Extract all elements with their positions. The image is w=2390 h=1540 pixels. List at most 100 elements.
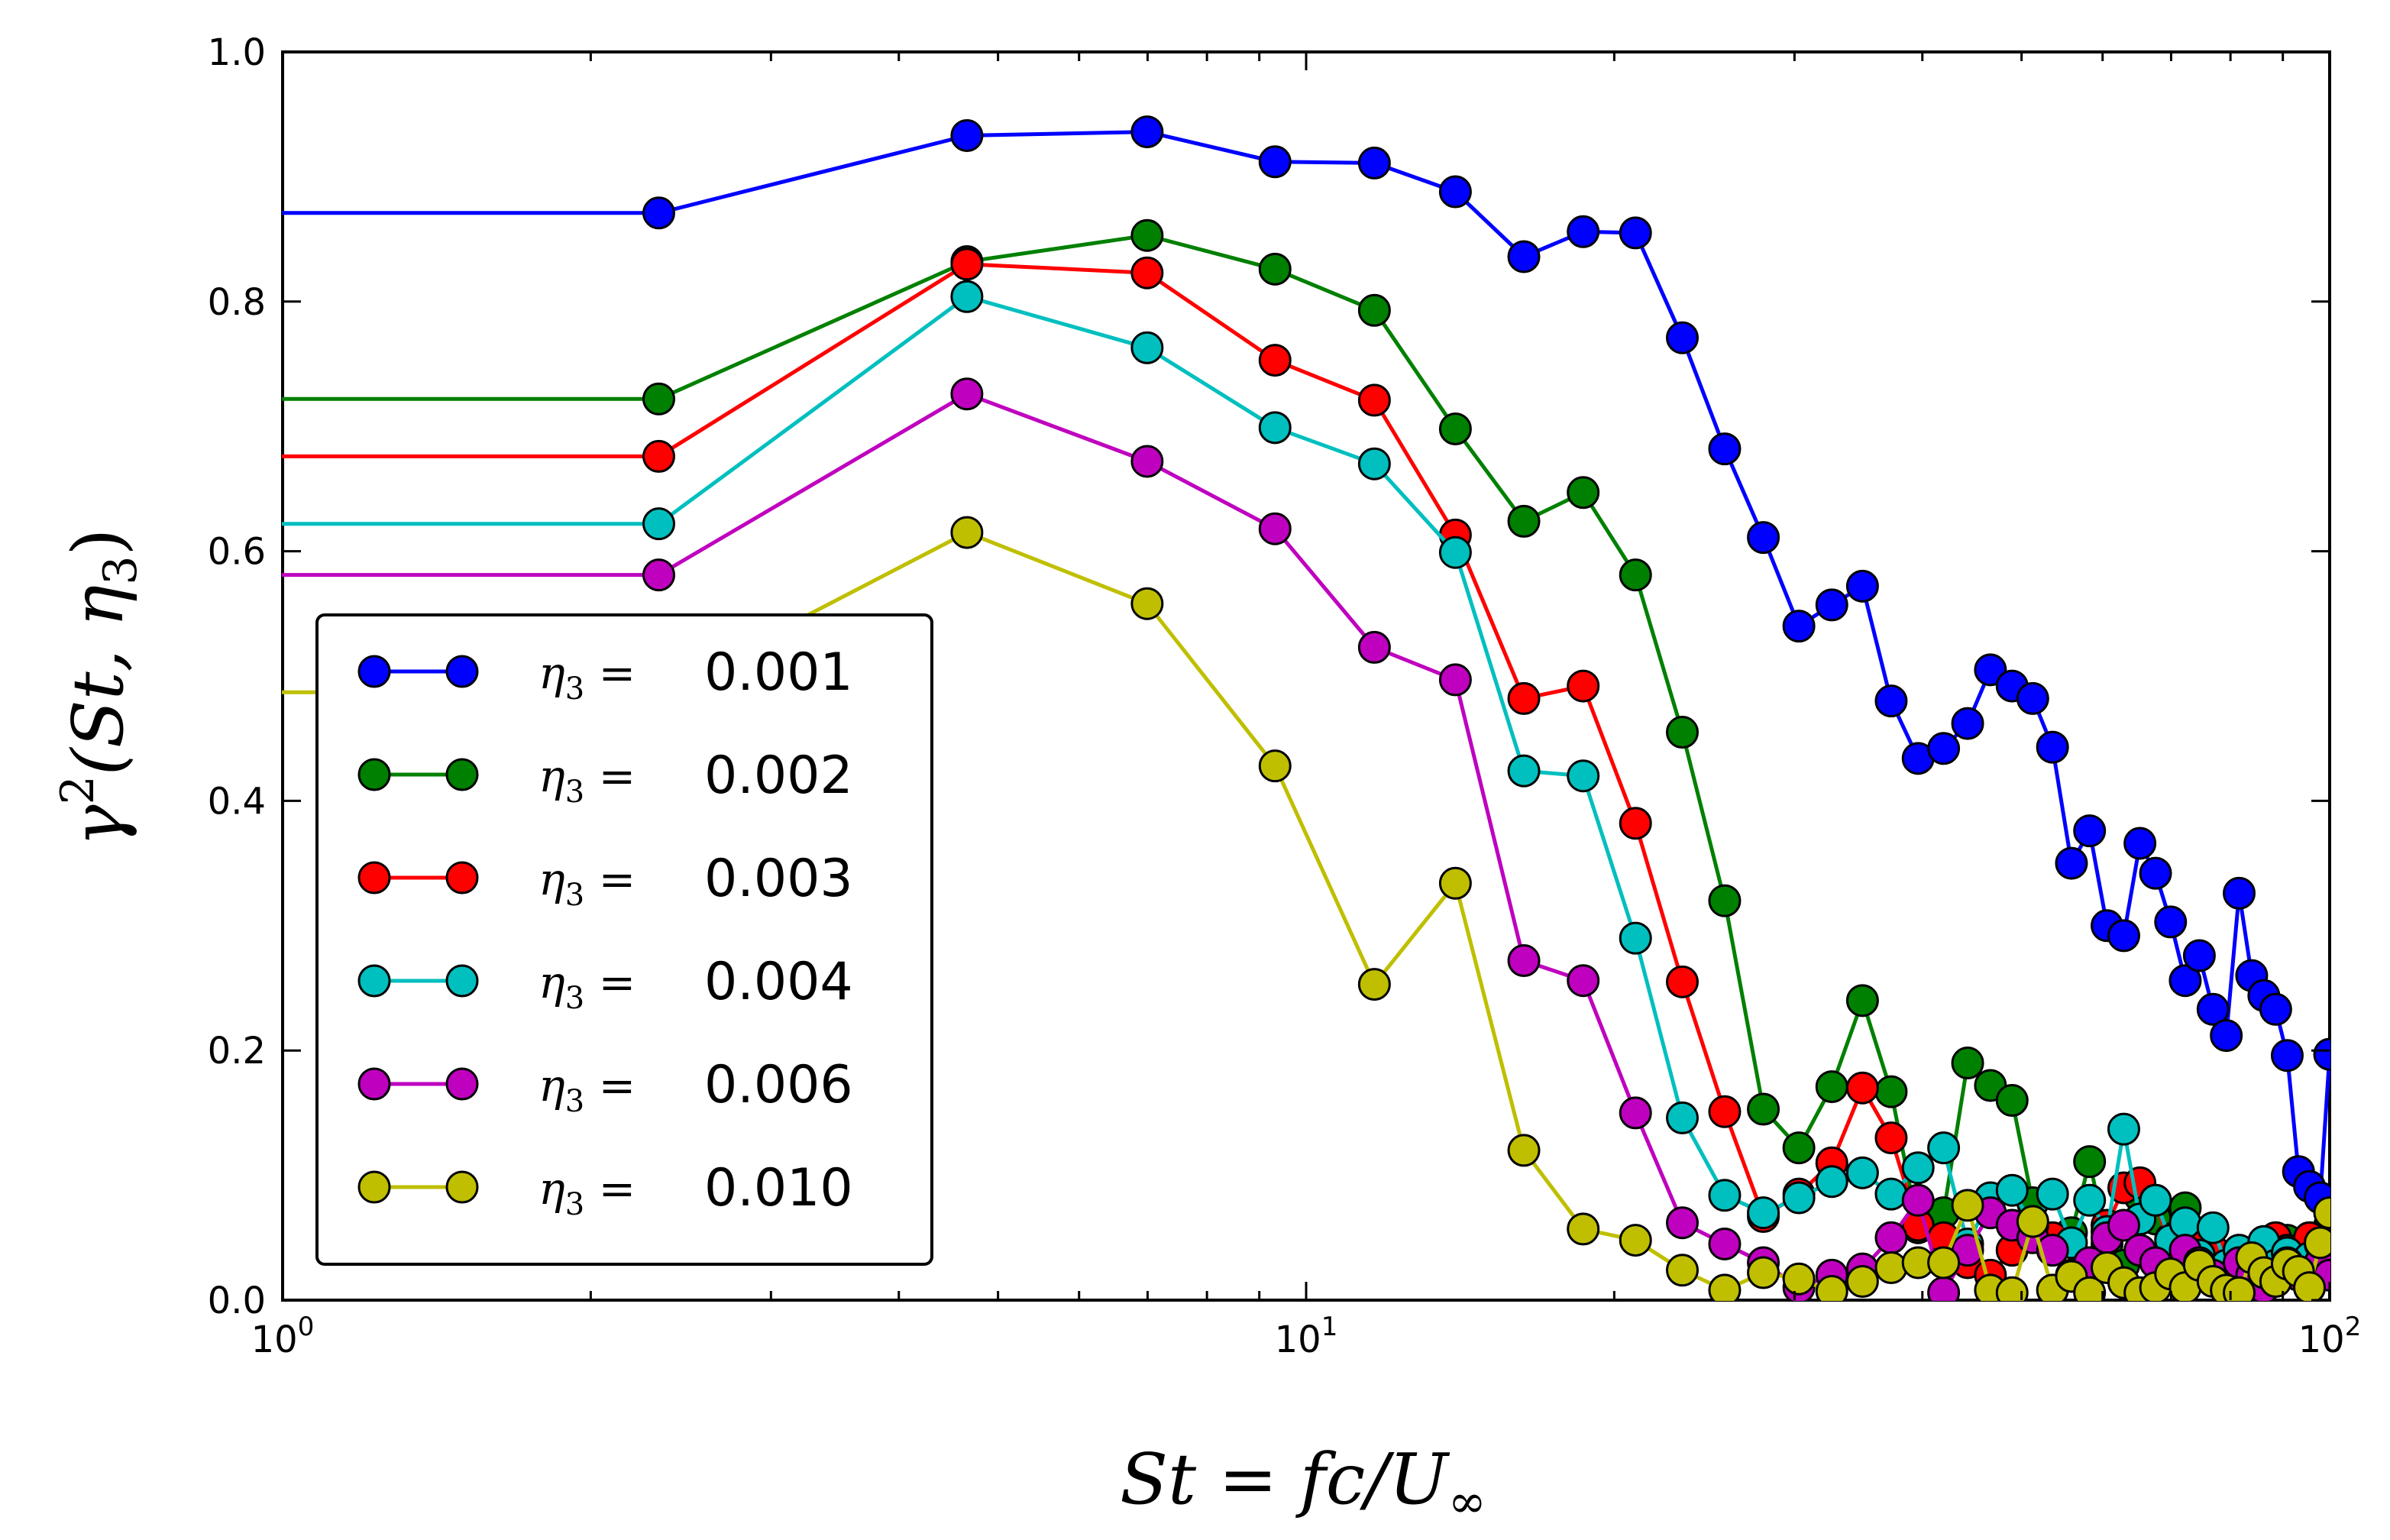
data-point — [1666, 716, 1700, 749]
data-point — [1815, 588, 1848, 622]
data-point — [1258, 252, 1292, 286]
data-point — [1438, 535, 1472, 569]
data-point — [1507, 1134, 1541, 1167]
data-point — [1130, 587, 1164, 620]
data-point — [2036, 1177, 2069, 1211]
data-point — [950, 118, 984, 152]
data-point — [2210, 1019, 2243, 1053]
data-point — [1708, 1227, 1742, 1260]
data-point — [1357, 383, 1391, 417]
legend-label: 0.003 — [704, 849, 853, 909]
data-point — [1874, 1121, 1908, 1155]
data-point — [1782, 1131, 1816, 1165]
data-point — [1619, 1224, 1652, 1257]
data-point — [1782, 610, 1816, 643]
data-point — [1815, 1165, 1848, 1199]
legend-symbol: η3 = — [538, 853, 636, 913]
data-point — [1951, 1189, 1984, 1222]
data-point — [1845, 569, 1879, 603]
data-point — [2313, 1196, 2330, 1230]
data-point — [2182, 939, 2216, 972]
data-point — [950, 377, 984, 411]
legend-marker — [357, 964, 391, 998]
data-point — [1507, 754, 1541, 788]
data-point — [1747, 521, 1780, 555]
data-point — [1995, 1173, 2029, 1207]
data-point — [1708, 432, 1742, 466]
data-point — [1666, 1254, 1700, 1287]
legend-marker — [445, 1067, 479, 1101]
legend-marker — [357, 758, 391, 791]
legend-item-0.002: η3 = 0.002 — [357, 746, 853, 810]
data-point — [1666, 965, 1700, 998]
data-point — [1845, 1071, 1879, 1105]
legend-label: 0.004 — [704, 952, 853, 1012]
data-point — [1951, 707, 1984, 740]
x-axis-title: St = fc/U∞ — [1120, 1438, 1486, 1529]
data-point — [2223, 876, 2256, 910]
data-point — [2196, 1211, 2230, 1244]
data-point — [642, 439, 676, 473]
legend-item-0.004: η3 = 0.004 — [357, 952, 853, 1016]
data-point — [1438, 663, 1472, 697]
data-point — [2139, 856, 2172, 890]
x-axis-title-eq: = — [1196, 1438, 1300, 1520]
data-point — [2196, 992, 2230, 1026]
data-point — [2016, 1205, 2049, 1238]
data-point — [1845, 1264, 1879, 1298]
data-point — [1747, 1256, 1780, 1289]
y-axis-title-prefix: γ — [57, 804, 139, 846]
data-point — [1708, 1273, 1742, 1301]
data-point — [1782, 1181, 1816, 1215]
data-point — [1130, 331, 1164, 364]
data-point — [1567, 669, 1600, 703]
data-point — [642, 558, 676, 592]
data-point — [1258, 344, 1292, 377]
data-point — [1567, 964, 1600, 998]
data-point — [1438, 412, 1472, 445]
legend-marker — [445, 758, 479, 791]
data-point — [1901, 1183, 1935, 1217]
data-point — [1567, 759, 1600, 793]
legend-label: 0.001 — [704, 642, 853, 703]
data-point — [2259, 992, 2292, 1026]
data-point — [2073, 814, 2107, 848]
data-point — [1619, 807, 1652, 840]
data-point — [1782, 1262, 1816, 1296]
data-point — [1438, 175, 1472, 209]
y-axis-title: γ2(St, η3) — [51, 529, 147, 847]
data-point — [642, 507, 676, 541]
data-point — [1357, 146, 1391, 180]
data-point — [1995, 1084, 2029, 1118]
legend-marker — [445, 861, 479, 895]
data-point — [950, 516, 984, 549]
data-point — [1815, 1070, 1848, 1104]
data-point — [2073, 1276, 2107, 1301]
legend-marker — [357, 861, 391, 895]
data-point — [1845, 984, 1879, 1017]
legend-item-0.001: η3 = 0.001 — [357, 642, 853, 707]
x-tick-label: 102 — [2298, 1312, 2362, 1361]
data-point — [1438, 866, 1472, 900]
y-axis-title-close: ) — [57, 529, 139, 556]
y-axis-ticks: 0.0 0.2 0.4 0.6 0.8 1.0 — [208, 31, 2330, 1322]
legend-label: 0.010 — [704, 1158, 853, 1218]
data-point — [1130, 218, 1164, 252]
data-point — [1874, 1221, 1908, 1254]
legend-symbol: η3 = — [538, 1060, 636, 1119]
legend-symbol: η3 = — [538, 1163, 636, 1222]
data-point — [2055, 846, 2088, 880]
y-axis-title-args: (St, η — [57, 585, 139, 776]
x-axis-ticks: 100 101 102 — [251, 52, 2362, 1361]
data-point — [1927, 1131, 1961, 1165]
data-point — [1567, 1212, 1600, 1246]
y-axis-title-sup: 2 — [51, 775, 105, 804]
x-axis-title-sub: ∞ — [1448, 1475, 1486, 1529]
series-0.010 — [282, 516, 2330, 1301]
data-point — [1974, 653, 2007, 687]
data-point — [1258, 749, 1292, 783]
data-point — [1619, 558, 1652, 592]
data-point — [1927, 732, 1961, 765]
data-point — [950, 247, 984, 281]
y-tick-label: 0.4 — [208, 780, 266, 823]
